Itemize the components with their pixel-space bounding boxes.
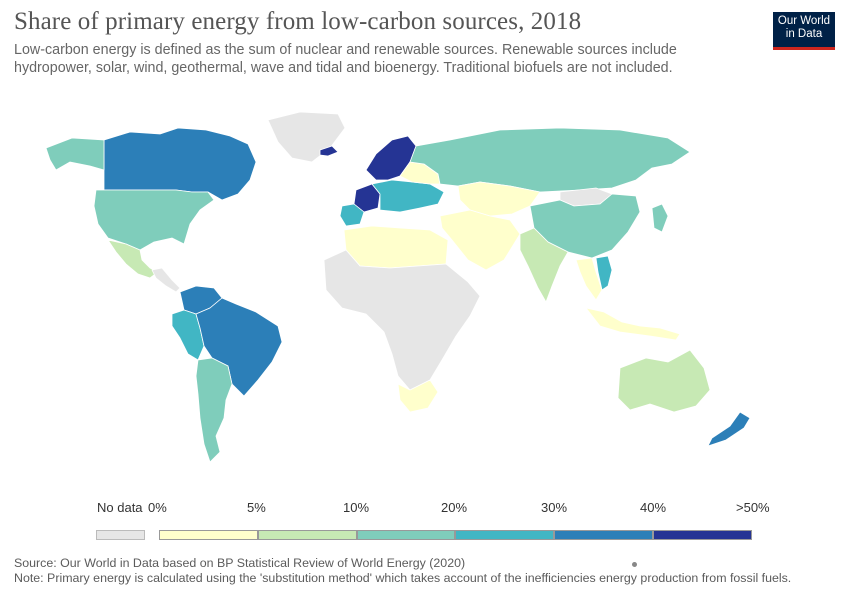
region-iceland[interactable] [319,145,339,157]
region-new-zealand[interactable] [707,411,751,447]
world-map[interactable] [0,100,850,480]
legend-tick-label: 5% [247,500,266,515]
legend-bin-0-5[interactable] [159,530,258,540]
region-iberia[interactable] [339,203,365,227]
legend-no-data-swatch [96,530,145,540]
legend-no-data-label: No data [97,500,143,515]
region-indonesia[interactable] [585,307,681,341]
legend-bin-20-30[interactable] [455,530,554,540]
logo-line-1: Our World [777,15,831,27]
note-text: Note: Primary energy is calculated using… [14,571,792,585]
region-ecuador-peru[interactable] [171,309,205,361]
legend-bin-5-10[interactable] [258,530,357,540]
region-south-africa[interactable] [397,379,439,413]
timeline-dot[interactable] [632,562,637,567]
legend-tick-label: 30% [541,500,568,515]
map-legend: No data 0% 5% 10% 20% 30% 40% >50% [0,496,850,546]
region-chile-argentina[interactable] [195,357,233,463]
region-russia[interactable] [409,127,691,193]
region-greenland[interactable] [267,111,346,163]
region-southeast-asia[interactable] [575,257,603,301]
region-middle-east[interactable] [439,209,521,271]
logo-line-2: in Data [785,28,823,40]
chart-subtitle: Low-carbon energy is defined as the sum … [14,42,677,76]
region-india[interactable] [519,227,569,303]
region-alaska[interactable] [45,137,105,171]
region-africa[interactable] [323,249,481,391]
legend-tick-label: 40% [640,500,667,515]
legend-bin-10-20[interactable] [357,530,455,540]
chart-title: Share of primary energy from low-carbon … [14,8,582,35]
owid-logo[interactable]: Our World in Data [773,12,835,50]
legend-bin-30-40[interactable] [554,530,653,540]
region-brazil[interactable] [195,297,283,397]
chart-footer: Source: Our World in Data based on BP St… [14,556,834,586]
source-text: Source: Our World in Data based on BP St… [14,556,466,570]
region-vietnam[interactable] [595,255,613,291]
region-japan[interactable] [651,203,669,233]
region-australia[interactable] [617,349,711,413]
region-north-africa[interactable] [343,225,449,269]
legend-tick-label: 20% [441,500,468,515]
legend-tick-label: 10% [343,500,370,515]
region-central-america[interactable] [151,267,181,293]
region-kazakhstan[interactable] [457,181,541,217]
legend-bin-40-50plus[interactable] [653,530,752,540]
region-united-states[interactable] [93,189,215,251]
legend-tick-label: >50% [736,500,770,515]
legend-tick-label: 0% [148,500,167,515]
region-canada[interactable] [103,127,257,201]
region-central-europe[interactable] [371,179,445,213]
